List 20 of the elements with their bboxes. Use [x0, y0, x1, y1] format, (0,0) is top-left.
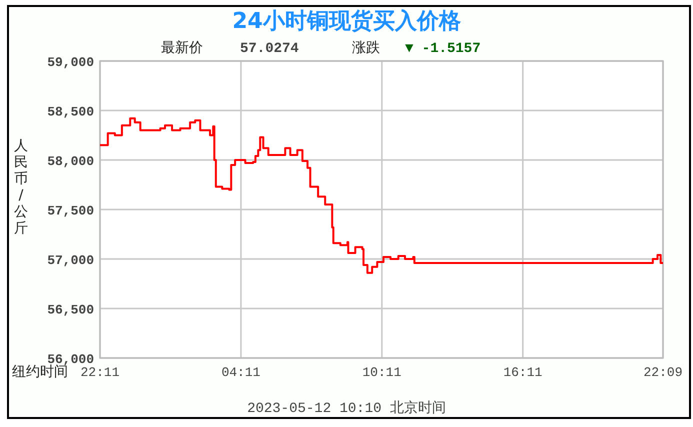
x-tick-label: 22:09 — [643, 365, 683, 380]
text: 57.0274 — [240, 41, 299, 57]
x-tick-label: 22:11 — [80, 365, 120, 380]
chart-title: 24小时铜现货买入价格 — [232, 9, 462, 34]
text: 2023-05-12 10:10 北京时间 — [247, 400, 446, 417]
text: 涨跌 — [352, 40, 380, 56]
x-axis-title: 纽约时间 — [12, 364, 68, 380]
y-tick-label: 58,000 — [47, 154, 94, 169]
x-tick-label: 16:11 — [503, 365, 543, 380]
y-tick-label: 57,000 — [47, 253, 94, 268]
text: 最新价 — [161, 40, 203, 56]
y-tick-label: 58,500 — [47, 104, 94, 120]
text: ▼ -1.5157 — [405, 41, 481, 57]
y-tick-label: 57,500 — [47, 204, 94, 218]
y-tick-label: 59,000 — [47, 55, 94, 70]
y-tick-label: 56,000 — [47, 352, 94, 367]
y-tick-label: 56,500 — [47, 302, 94, 318]
x-tick-label: 04:11 — [221, 365, 261, 380]
y-axis-title: 人民币/公斤 — [14, 138, 28, 236]
x-tick-label: 10:11 — [362, 365, 402, 380]
